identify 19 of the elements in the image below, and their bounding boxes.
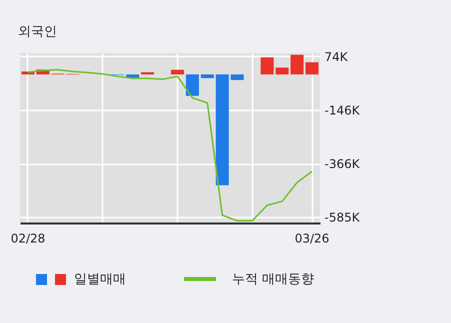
- y-tick-label: 74K: [324, 50, 349, 64]
- bar: [290, 54, 304, 74]
- bar: [200, 74, 214, 78]
- line-series: [27, 69, 313, 222]
- bar: [230, 74, 244, 80]
- chart-title: 외국인: [18, 24, 58, 40]
- y-tick-label: -366K: [324, 157, 361, 172]
- bar: [170, 70, 184, 74]
- x-tick-label: 02/28: [10, 232, 46, 246]
- bar: [186, 74, 199, 96]
- bar: [260, 57, 274, 74]
- bar: [306, 62, 319, 74]
- y-tick-label: -585K: [324, 210, 361, 224]
- legend-label: 일별매매: [74, 271, 126, 288]
- y-tick-label: -146K: [324, 103, 361, 118]
- legend-label: 누적 매매동향: [232, 271, 314, 288]
- bar: [216, 74, 229, 186]
- x-tick-label: 03/26: [294, 232, 330, 246]
- bar: [276, 68, 289, 74]
